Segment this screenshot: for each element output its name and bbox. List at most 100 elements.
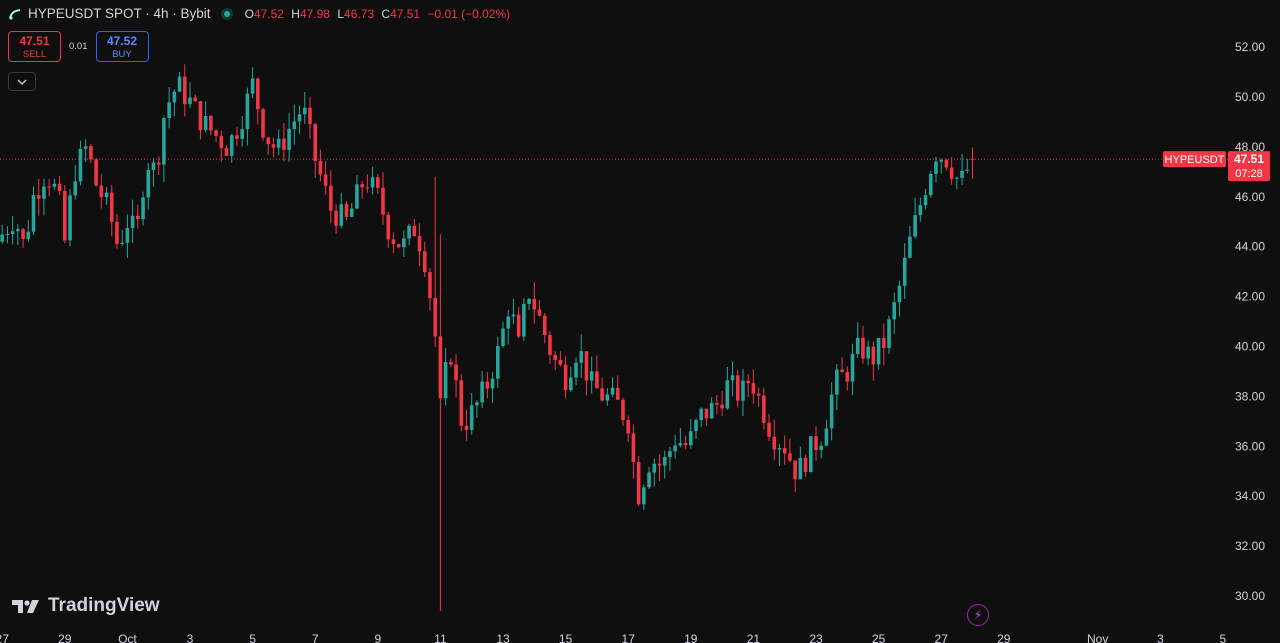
candle [918,197,923,222]
candle [610,377,615,397]
time-tick-label: 19 [684,632,698,643]
time-tick-label: 5 [249,632,256,643]
candle [344,201,349,221]
candle [902,243,907,299]
collapse-legend-button[interactable] [8,72,36,91]
candle [657,454,662,482]
candle [266,137,271,155]
open-value: 47.52 [253,6,284,21]
candle [26,220,31,242]
time-tick-label: 13 [496,632,510,643]
candle [527,297,531,311]
candle [631,424,636,479]
candle [574,357,578,386]
candle [965,158,970,174]
candle [537,300,542,317]
candle [563,356,568,399]
candle [329,170,333,224]
time-tick-label: 11 [434,632,447,643]
time-tick-label: 29 [58,632,72,643]
candle [694,418,698,440]
candle [516,306,521,339]
candle [412,218,417,237]
candle [308,96,312,139]
time-tick-label: 3 [187,632,194,643]
candle [417,223,422,267]
time-tick-label: Nov [1087,632,1108,643]
tradingview-logo[interactable]: TradingView [12,595,160,617]
candle [94,157,98,187]
candle [449,358,453,367]
market-status-icon[interactable] [220,7,233,20]
candle [297,105,302,134]
candle [459,374,464,432]
price-axis[interactable]: 30.00 32.00 34.00 36.00 38.00 40.00 42.00 44.00… [1235,40,1265,603]
candle [256,77,260,125]
candle [229,133,234,163]
candle [506,309,511,345]
candle [63,185,67,244]
price-tick-label: 42.00 [1235,290,1265,304]
candle [840,357,844,373]
candle [522,297,526,341]
bar-countdown-text: 07:28 [1235,168,1263,180]
time-tick-label: 15 [559,632,573,643]
buy-label: BUY [112,49,132,60]
candle [287,113,291,162]
change-value: −0.01 (−0.02%) [427,6,511,21]
candle [741,368,745,416]
candle [944,158,949,171]
candle [626,415,630,443]
candle [115,214,119,249]
candle [334,204,338,234]
candle [642,484,646,511]
price-tick-label: 38.00 [1235,389,1265,403]
candle [683,435,688,450]
candle [762,387,766,430]
ohlc-values: O47.52 H47.98 L46.73 C47.51 −0.01 (−0.02… [245,7,515,21]
candle [887,315,891,355]
candle [913,197,917,239]
candle [271,137,276,158]
time-tick-label: 25 [872,632,886,643]
open-key: O [244,6,254,21]
candle [803,454,808,478]
candle [553,351,557,371]
candle [709,397,714,419]
candle [829,382,834,441]
candle [78,140,83,186]
candle [532,281,537,324]
candle [104,186,109,205]
candle [276,129,281,156]
lightning-icon[interactable]: ⚡ [967,604,989,626]
candle [454,354,458,398]
candle [782,435,787,465]
candle [57,175,62,196]
candle [934,156,938,183]
candle [678,427,683,448]
candle [699,407,704,428]
buy-button[interactable]: 47.52 BUY [95,31,149,62]
price-tick-label: 36.00 [1235,439,1265,453]
candle [855,322,860,358]
candle [177,71,182,93]
symbol-title[interactable]: HYPEUSDT SPOT · 4h · Bybit [28,6,211,21]
candle [89,143,93,164]
chevron-down-icon [17,79,27,85]
candle [365,174,370,193]
logo-text: TradingView [48,595,160,616]
sell-button[interactable]: 47.51 SELL [8,31,61,62]
candle [704,408,709,427]
candle [376,174,380,194]
candle [569,366,573,392]
last-price-badge: 47.51 07:28 [1228,151,1270,182]
candle [882,323,886,366]
candle [923,188,928,210]
time-tick-label: 23 [809,632,823,643]
candle [349,203,354,218]
buy-price: 47.52 [106,34,138,48]
time-axis[interactable]: 27 29 Oct 3 5 7 9 11 13 15 17 19 21 23 25 27 29 Nov 3 5 [0,632,1227,643]
candle [897,280,902,317]
candle [188,82,192,109]
